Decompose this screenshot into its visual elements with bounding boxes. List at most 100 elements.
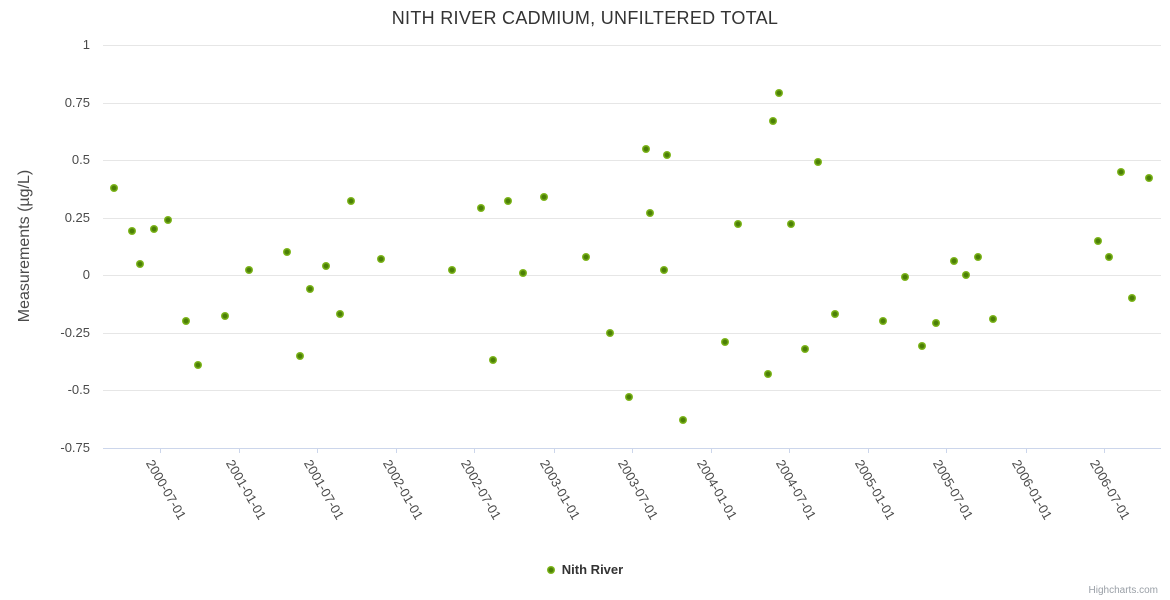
data-point[interactable] bbox=[879, 317, 888, 325]
y-gridline bbox=[103, 390, 1161, 391]
data-point[interactable] bbox=[476, 204, 485, 213]
data-point[interactable] bbox=[624, 392, 633, 401]
data-point[interactable] bbox=[194, 360, 203, 369]
data-point[interactable] bbox=[306, 284, 315, 293]
x-axis-tick-label: 2003-07-01 bbox=[615, 456, 662, 522]
data-point[interactable] bbox=[768, 116, 777, 125]
y-axis-tick-label: 0.25 bbox=[64, 209, 90, 225]
y-axis-tick-label: -0.75 bbox=[60, 439, 90, 455]
data-point[interactable] bbox=[581, 252, 590, 261]
x-axis-tick-label: 2004-07-01 bbox=[772, 456, 819, 522]
x-axis-tick-label: 2002-07-01 bbox=[457, 456, 504, 522]
highcharts-credits-link[interactable]: Highcharts.com bbox=[1088, 585, 1158, 596]
data-point[interactable] bbox=[447, 266, 456, 275]
data-point[interactable] bbox=[1128, 294, 1137, 302]
data-point[interactable] bbox=[336, 310, 345, 319]
legend-item-nith-river[interactable]: Nith River bbox=[546, 562, 624, 577]
x-axis-tick-label: 2006-01-01 bbox=[1009, 456, 1056, 522]
data-point[interactable] bbox=[1144, 174, 1153, 183]
data-point[interactable] bbox=[136, 259, 145, 268]
data-point[interactable] bbox=[678, 415, 687, 424]
y-gridline bbox=[103, 45, 1161, 46]
data-point[interactable] bbox=[814, 158, 823, 167]
x-axis-tick-label: 2004-01-01 bbox=[694, 456, 741, 522]
x-axis-tick-label: 2001-01-01 bbox=[222, 456, 269, 522]
data-point[interactable] bbox=[774, 89, 783, 98]
x-axis-tick-label: 2005-01-01 bbox=[851, 456, 899, 522]
data-point[interactable] bbox=[931, 319, 940, 328]
data-point[interactable] bbox=[503, 197, 512, 206]
data-point[interactable] bbox=[519, 268, 527, 277]
y-axis-title: Measurements (µg/L) bbox=[16, 169, 33, 323]
x-axis-tick-label: 2005-07-01 bbox=[929, 456, 977, 522]
x-axis-tick bbox=[159, 447, 161, 453]
data-point[interactable] bbox=[296, 351, 305, 360]
data-point[interactable] bbox=[488, 356, 497, 365]
data-point[interactable] bbox=[164, 215, 173, 224]
x-axis-tick bbox=[789, 447, 791, 453]
data-point[interactable] bbox=[918, 342, 927, 351]
x-axis-tick bbox=[631, 447, 633, 453]
data-point[interactable] bbox=[988, 314, 997, 323]
series-marker-icon bbox=[546, 565, 555, 574]
data-point[interactable] bbox=[322, 261, 331, 270]
data-point[interactable] bbox=[733, 220, 742, 229]
y-gridline bbox=[103, 217, 1161, 219]
data-point[interactable] bbox=[900, 273, 909, 282]
y-gridline bbox=[103, 160, 1161, 161]
data-point[interactable] bbox=[786, 220, 795, 229]
data-point[interactable] bbox=[128, 227, 137, 236]
x-axis-tick bbox=[868, 447, 870, 453]
y-axis-tick-label: -0.25 bbox=[60, 324, 90, 340]
data-point[interactable] bbox=[949, 257, 958, 266]
x-axis-tick bbox=[946, 447, 948, 453]
data-point[interactable] bbox=[1116, 167, 1125, 176]
data-point[interactable] bbox=[245, 266, 254, 275]
x-axis-tick bbox=[1025, 447, 1027, 453]
data-point[interactable] bbox=[182, 317, 191, 325]
data-point[interactable] bbox=[764, 369, 773, 378]
legend-series-label: Nith River bbox=[561, 562, 624, 577]
data-point[interactable] bbox=[830, 310, 839, 319]
x-axis-tick bbox=[553, 447, 555, 453]
y-gridline bbox=[103, 102, 1161, 104]
data-point[interactable] bbox=[800, 344, 809, 353]
x-axis-tick bbox=[474, 447, 476, 453]
data-point[interactable] bbox=[150, 225, 159, 233]
data-point[interactable] bbox=[973, 252, 982, 261]
x-axis-tick-label: 2002-01-01 bbox=[379, 456, 427, 522]
x-axis-tick bbox=[396, 447, 398, 453]
data-point[interactable] bbox=[961, 271, 970, 279]
x-axis-tick-label: 2003-01-01 bbox=[537, 456, 584, 522]
x-axis-tick-label: 2001-07-01 bbox=[300, 456, 347, 522]
data-point[interactable] bbox=[662, 151, 671, 160]
data-point[interactable] bbox=[110, 183, 119, 192]
data-point[interactable] bbox=[606, 328, 615, 337]
legend: Nith River bbox=[0, 562, 1170, 577]
x-axis-tick bbox=[1103, 447, 1105, 453]
x-axis-tick-label: 2000-07-01 bbox=[143, 456, 190, 522]
y-axis-tick-label: 0.75 bbox=[64, 94, 90, 110]
chart-title: NITH RIVER CADMIUM, UNFILTERED TOTAL bbox=[391, 8, 779, 28]
y-axis-tick-label: 0.5 bbox=[71, 152, 90, 167]
data-point[interactable] bbox=[220, 312, 229, 321]
x-axis-tick-label: 2006-07-01 bbox=[1087, 456, 1134, 522]
y-gridline bbox=[103, 332, 1161, 334]
y-axis-tick-label: 1 bbox=[82, 37, 90, 52]
x-axis-tick bbox=[239, 447, 241, 453]
data-point[interactable] bbox=[540, 192, 549, 201]
data-point[interactable] bbox=[347, 197, 356, 206]
x-axis-tick bbox=[317, 447, 319, 453]
data-point[interactable] bbox=[283, 248, 292, 256]
data-point[interactable] bbox=[646, 208, 655, 217]
data-point[interactable] bbox=[1094, 236, 1103, 245]
y-axis-tick-label: 0 bbox=[82, 267, 90, 282]
y-gridline bbox=[103, 275, 1161, 276]
data-point[interactable] bbox=[659, 266, 668, 275]
data-point[interactable] bbox=[721, 337, 730, 346]
y-axis-tick-label: -0.5 bbox=[67, 382, 90, 397]
data-point[interactable] bbox=[1104, 252, 1113, 261]
data-point[interactable] bbox=[641, 144, 650, 153]
data-point[interactable] bbox=[377, 254, 386, 263]
